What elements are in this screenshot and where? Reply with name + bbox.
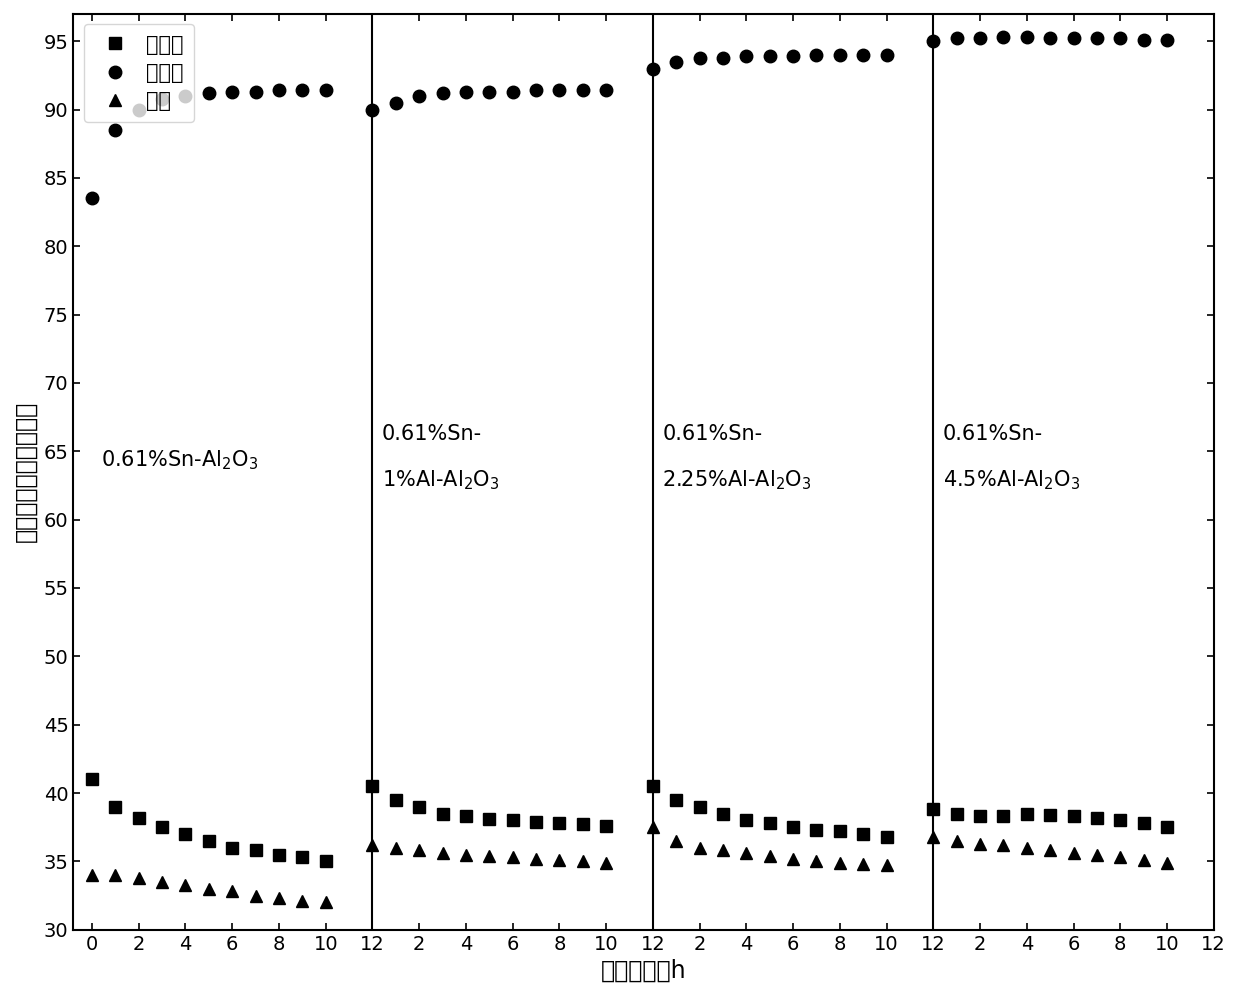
Y-axis label: 转化率／选择性／产率: 转化率／选择性／产率 [14,401,38,542]
Text: 0.61%Sn-Al$_2$O$_3$: 0.61%Sn-Al$_2$O$_3$ [102,449,258,472]
Text: 2.25%Al-Al$_2$O$_3$: 2.25%Al-Al$_2$O$_3$ [662,469,812,493]
X-axis label: 反应时间／h: 反应时间／h [600,959,686,983]
Text: 4.5%Al-Al$_2$O$_3$: 4.5%Al-Al$_2$O$_3$ [942,469,1080,493]
Text: 0.61%Sn-: 0.61%Sn- [382,425,482,445]
Legend: 转化率, 选择性, 产率: 转化率, 选择性, 产率 [84,24,195,122]
Text: 0.61%Sn-: 0.61%Sn- [942,425,1043,445]
Text: 1%Al-Al$_2$O$_3$: 1%Al-Al$_2$O$_3$ [382,469,500,493]
Text: 0.61%Sn-: 0.61%Sn- [662,425,763,445]
